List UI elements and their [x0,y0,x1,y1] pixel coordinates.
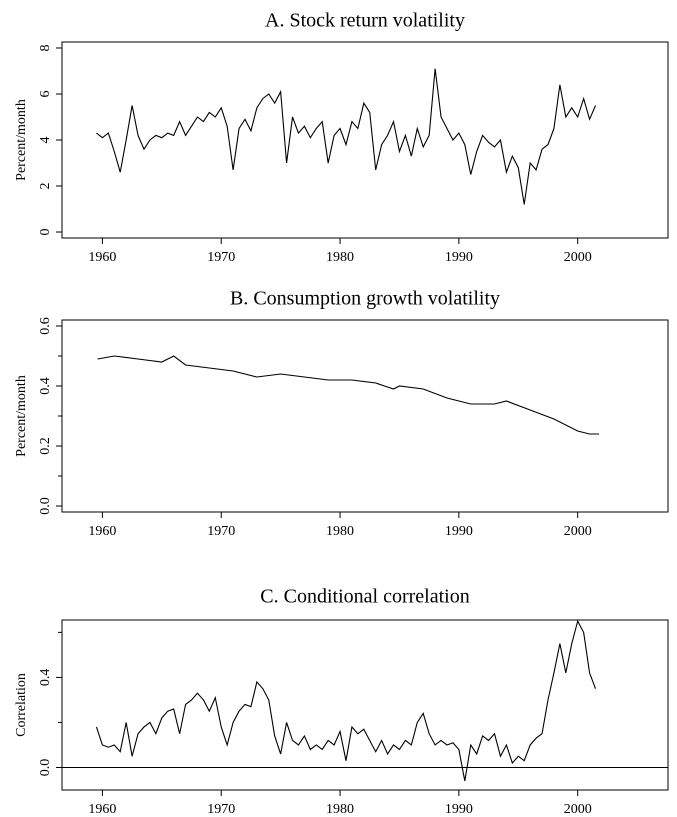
y-tick-label: 6 [38,90,53,97]
chart-title: C. Conditional correlation [260,586,469,608]
y-tick-label: 0.0 [38,497,53,515]
y-tick-label: 4 [38,137,53,144]
chart-title: B. Consumption growth volatility [230,288,500,310]
y-tick-label: 0.2 [38,437,53,455]
y-tick-label: 0.0 [38,759,53,777]
data-line [96,68,597,205]
y-axis-label: Percent/month [14,99,29,181]
data-line [95,619,597,782]
x-tick-label: 1990 [445,250,473,265]
x-tick-label: 1980 [326,524,354,539]
x-tick-label: 1970 [207,250,235,265]
plot-frame [61,619,669,791]
y-tick-label: 0 [38,229,53,236]
x-tick-label: 2000 [564,802,592,817]
y-tick-label: 0.4 [38,377,53,395]
y-tick-label: 2 [38,183,53,190]
plot-frame [61,41,669,239]
chart-title: A. Stock return volatility [265,10,465,32]
y-tick-label: 0.4 [38,669,53,687]
x-tick-label: 1990 [445,802,473,817]
y-tick-label: 8 [38,44,53,51]
x-tick-label: 1980 [326,250,354,265]
data-line [97,355,600,435]
plot-frame [61,319,669,513]
x-tick-label: 1970 [207,802,235,817]
x-tick-label: 1970 [207,524,235,539]
x-tick-label: 2000 [564,524,592,539]
y-axis-label: Percent/month [14,375,29,457]
x-tick-label: 2000 [564,250,592,265]
x-tick-label: 1960 [88,802,116,817]
x-tick-label: 1960 [88,524,116,539]
x-tick-label: 1990 [445,524,473,539]
y-axis-label: Correlation [14,673,29,737]
x-tick-label: 1980 [326,802,354,817]
x-tick-label: 1960 [88,250,116,265]
y-tick-label: 0.6 [38,317,53,335]
